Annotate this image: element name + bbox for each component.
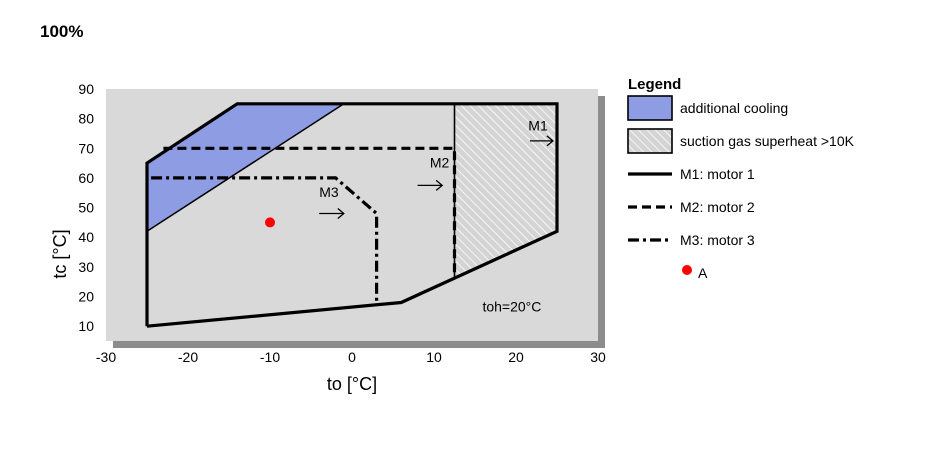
- annotation-toh: toh=20°C: [482, 298, 541, 314]
- legend-label: M2: motor 2: [680, 199, 755, 215]
- legend-entry-a: A: [682, 265, 708, 281]
- y-tick-label: 60: [78, 170, 94, 186]
- x-tick-label: 30: [590, 349, 606, 365]
- y-tick-label: 50: [78, 200, 94, 216]
- y-tick-label: 40: [78, 229, 94, 245]
- legend-swatch: [627, 95, 673, 121]
- annotation-m1: M1: [528, 118, 548, 134]
- annotation-arrowhead-m3: [337, 208, 345, 220]
- legend-marker: [682, 265, 692, 275]
- series-m2: [163, 146, 457, 279]
- legend-label: additional cooling: [680, 100, 788, 116]
- legend-entry-superheat: suction gas superheat >10K: [627, 128, 855, 154]
- y-tick-label: 30: [78, 259, 94, 275]
- y-tick-label: 70: [78, 140, 94, 156]
- x-tick-label: 0: [348, 349, 356, 365]
- y-tick-label: 20: [78, 289, 94, 305]
- legend-label: A: [698, 265, 708, 281]
- y-axis-ticks: 10 20 30 40 50 60 70 80 90: [78, 81, 94, 334]
- legend-swatch: [627, 128, 673, 154]
- annotation-m2: M2: [430, 155, 450, 171]
- series-m1: [145, 102, 559, 328]
- region-superheat: [454, 103, 557, 279]
- x-tick-label: 20: [508, 349, 524, 365]
- y-tick-label: 80: [78, 111, 94, 127]
- x-axis-ticks: -30 -20 -10 0 10 20 30: [96, 349, 606, 365]
- annotations: M1 M2 M3 toh=20°C: [319, 118, 554, 314]
- x-axis-label: to [°C]: [327, 374, 377, 394]
- y-axis-label: tc [°C]: [50, 229, 70, 278]
- legend: Legend additional cooling suction gas sup…: [627, 76, 855, 281]
- annotation-m3: M3: [319, 184, 339, 200]
- x-tick-label: -20: [178, 349, 198, 365]
- legend-entry-m2: M2: motor 2: [628, 199, 755, 215]
- series-lines: [145, 102, 559, 328]
- chart-title: 100%: [40, 22, 83, 41]
- y-tick-label: 10: [78, 318, 94, 334]
- legend-entry-m1: M1: motor 1: [628, 166, 755, 182]
- series-m3: [151, 176, 379, 304]
- legend-label: suction gas superheat >10K: [680, 133, 855, 149]
- y-tick-label: 90: [78, 81, 94, 97]
- legend-label: M3: motor 3: [680, 232, 755, 248]
- x-tick-label: 10: [426, 349, 442, 365]
- annotation-arrowhead-m1: [546, 135, 554, 147]
- legend-label: M1: motor 1: [680, 166, 755, 182]
- x-tick-label: -10: [260, 349, 280, 365]
- legend-title: Legend: [628, 76, 681, 93]
- annotation-arrowhead-m2: [435, 179, 444, 191]
- regions: [146, 103, 557, 279]
- point-a: [265, 217, 275, 228]
- data-points: [265, 217, 275, 228]
- legend-entry-m3: M3: motor 3: [628, 232, 755, 248]
- x-tick-label: -30: [96, 349, 116, 365]
- legend-entry-additional-cooling: additional cooling: [627, 95, 788, 121]
